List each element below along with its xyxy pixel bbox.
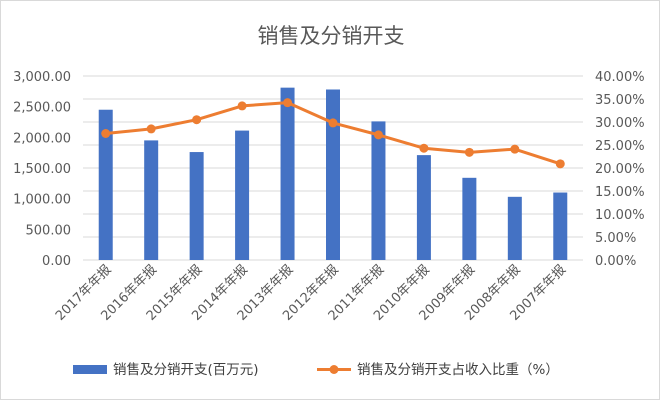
line-point [237, 101, 247, 111]
right-axis-tick-label: 40.00% [595, 70, 645, 85]
line-point [328, 118, 338, 128]
bar [416, 155, 431, 260]
x-axis: 2017年年报2016年年报2015年年报2014年年报2013年年报2012年… [53, 262, 569, 324]
right-axis-tick-label: 20.00% [595, 162, 645, 177]
bar [553, 192, 568, 260]
bar [507, 196, 522, 260]
bar [235, 130, 250, 260]
left-axis-tick-label: 3,000.00 [13, 70, 71, 85]
right-axis-tick-label: 25.00% [595, 139, 645, 154]
line-point [510, 144, 520, 154]
legend-bar-label: 销售及分销开支(百万元) [113, 362, 259, 378]
line-series [101, 98, 565, 169]
right-y-axis: 0.00% 5.00% 10.00% 15.00% 20.00% 25.00% 30.00%… [595, 70, 645, 269]
legend-bar-swatch [73, 365, 107, 374]
right-axis-tick-label: 10.00% [595, 208, 645, 223]
bar [280, 87, 295, 260]
bar [371, 121, 386, 261]
line-point [419, 143, 429, 153]
bar [189, 152, 204, 260]
line-point [146, 124, 156, 134]
line-point [555, 159, 565, 169]
line-point [101, 129, 111, 138]
right-axis-tick-label: 35.00% [595, 93, 645, 108]
bar [98, 109, 113, 260]
legend: 销售及分销开支(百万元) 销售及分销开支占收入比重（%） [73, 362, 559, 378]
right-axis-tick-label: 5.00% [595, 231, 636, 246]
legend-line-label: 销售及分销开支占收入比重（%） [357, 362, 559, 378]
bar [326, 89, 340, 260]
bar-series [98, 87, 568, 261]
line-point [192, 115, 202, 125]
right-axis-tick-label: 0.00% [595, 254, 636, 269]
line-point [373, 130, 383, 140]
bar [144, 140, 159, 260]
bar [462, 177, 477, 260]
legend-line-marker [329, 365, 339, 374]
right-axis-tick-label: 15.00% [595, 185, 645, 200]
left-axis-tick-label: 2,500.00 [13, 101, 71, 116]
chart-title: 销售及分销开支 [258, 24, 405, 48]
right-axis-tick-label: 30.00% [595, 116, 645, 131]
line-point [283, 98, 293, 108]
left-axis-tick-label: 0.00 [42, 254, 71, 269]
left-axis-tick-label: 1,000.00 [13, 193, 71, 208]
left-y-axis: 0.00 500.00 1,000.00 1,500.00 2,000.00 2,500.… [13, 70, 71, 269]
left-axis-tick-label: 1,500.00 [13, 162, 71, 177]
left-axis-tick-label: 500.00 [26, 223, 72, 238]
line-point [464, 147, 474, 157]
left-axis-tick-label: 2,000.00 [13, 131, 71, 146]
